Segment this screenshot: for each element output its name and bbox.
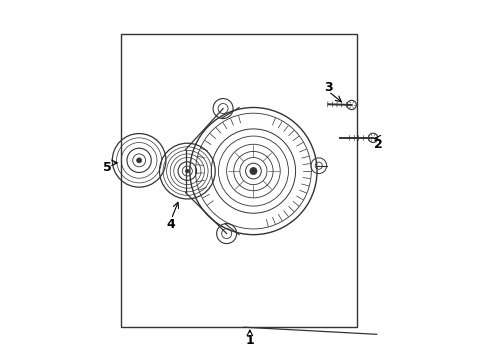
Circle shape bbox=[136, 158, 142, 163]
Circle shape bbox=[185, 169, 189, 173]
Circle shape bbox=[249, 167, 257, 175]
Text: 5: 5 bbox=[102, 161, 111, 174]
Text: 1: 1 bbox=[245, 333, 254, 347]
Circle shape bbox=[367, 133, 377, 143]
Text: 3: 3 bbox=[324, 81, 332, 94]
Bar bbox=[121, 34, 356, 327]
Text: 4: 4 bbox=[166, 218, 175, 231]
Text: 2: 2 bbox=[373, 138, 382, 151]
Circle shape bbox=[346, 100, 356, 110]
